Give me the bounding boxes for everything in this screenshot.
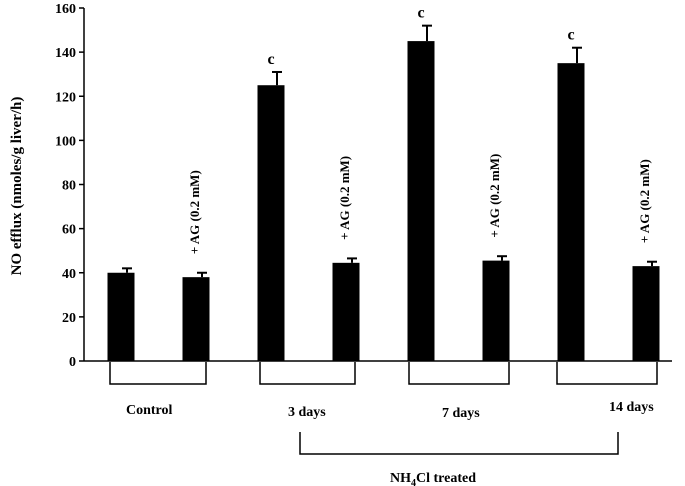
treatment-label: + AG (0.2 mM)	[187, 170, 202, 254]
significance-label: c	[567, 27, 574, 44]
group-brackets: Control 3 days 7 days 14 days NH4Cl treated	[109, 362, 658, 486]
group-bracket	[408, 362, 510, 385]
y-tick-label: 20	[62, 311, 76, 326]
bar	[107, 272, 135, 361]
y-axis-label: NO efflux (nmoles/g liver/h)	[9, 97, 25, 276]
bar	[182, 277, 210, 361]
bar	[632, 266, 660, 361]
y-tick-label: 100	[55, 134, 76, 149]
y-tick-label: 120	[55, 90, 76, 105]
treatment-label: + AG (0.2 mM)	[637, 159, 652, 243]
bar-labels: + AG (0.2 mM) c + AG (0.2 mM) c + AG (0.2 mM…	[187, 5, 652, 255]
significance-label: c	[267, 51, 274, 68]
bar	[557, 63, 585, 361]
significance-label: c	[417, 5, 424, 22]
group-bracket	[259, 362, 356, 385]
bar	[482, 260, 510, 361]
treatment-label: + AG (0.2 mM)	[487, 154, 502, 238]
y-tick-label: 0	[69, 355, 76, 370]
y-tick-label: 60	[62, 223, 76, 238]
treated-label: NH4Cl treated	[390, 471, 476, 486]
treatment-label: + AG (0.2 mM)	[337, 156, 352, 240]
group-label: 7 days	[442, 406, 480, 421]
group-bracket	[109, 362, 207, 385]
y-tick-label: 160	[55, 2, 76, 17]
y-tick-label: 40	[62, 267, 76, 282]
bar	[407, 41, 435, 361]
group-label: 3 days	[288, 405, 326, 420]
bar	[257, 85, 285, 361]
y-tick-label: 80	[62, 179, 76, 194]
treated-bracket	[299, 432, 619, 455]
group-bracket	[556, 362, 658, 385]
bars	[107, 24, 660, 361]
y-axis: 0 20 40 60 80 100 120 140 160	[55, 2, 672, 370]
bar	[332, 262, 360, 361]
group-label: 14 days	[609, 400, 654, 415]
y-tick-label: 140	[55, 46, 76, 61]
group-label: Control	[126, 403, 173, 418]
